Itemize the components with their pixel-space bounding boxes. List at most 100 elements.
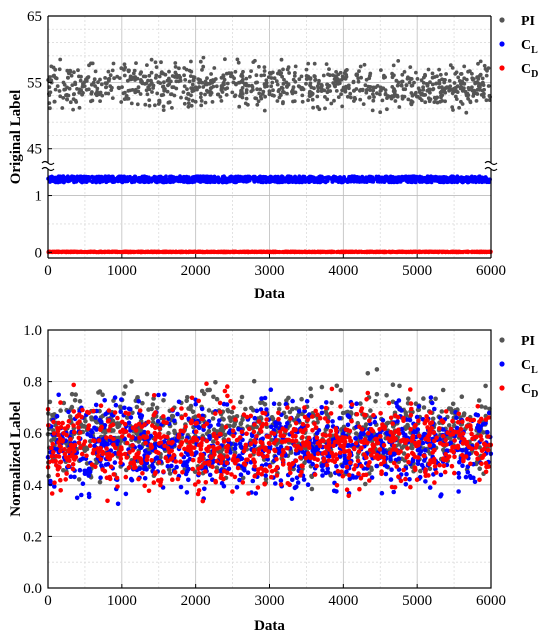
bottom-panel: 0.00.20.40.60.81.00 1000 2000 3000 4000 5000 6… [8,323,538,634]
data-point [324,62,329,66]
data-point [54,413,60,419]
legend-label-main: C [521,62,531,77]
data-point [409,83,414,88]
data-point [213,180,217,185]
data-point [262,69,267,73]
data-point [254,80,258,85]
grid [48,15,491,258]
data-point [435,74,439,79]
data-point [356,76,361,81]
data-point [147,73,152,78]
data-point [482,63,487,68]
data-point [182,66,187,70]
data-point [168,180,173,185]
data-point [384,393,389,398]
data-point [420,440,426,446]
data-point [334,464,339,469]
data-point [110,68,115,73]
legend-label-CD: CD [521,62,538,80]
data-point [143,102,148,107]
data-point [103,81,108,85]
data-point [225,86,230,90]
data-point [227,71,232,75]
data-point [144,81,149,86]
data-point [474,179,479,184]
data-point [359,75,363,80]
data-point [257,64,261,69]
data-point [423,100,428,105]
data-point [135,76,140,81]
data-point [223,250,227,255]
data-point [430,75,435,80]
data-point [179,95,183,100]
data-point [98,99,102,103]
data-point [93,84,97,88]
data-point [238,399,243,405]
x-axis-title: Data [254,286,285,302]
data-point [77,105,82,110]
data-point [313,78,317,82]
data-point [439,89,444,94]
data-point [307,180,312,184]
data-point [81,423,87,429]
data-point [198,95,203,100]
data-point [466,175,470,180]
data-point [156,80,161,85]
data-point [356,79,361,84]
data-point [100,93,105,98]
data-point [419,98,424,103]
data-point [405,76,410,81]
data-point [423,479,428,484]
data-point [433,97,438,101]
data-point [266,250,271,255]
data-point [453,85,458,90]
data-point [162,89,167,93]
data-point [251,60,256,64]
data-point [48,106,52,111]
data-point [244,96,249,101]
data-point [293,90,298,95]
data-point [323,106,327,111]
data-point [228,418,233,424]
data-point [396,250,401,255]
data-point [268,72,273,76]
data-point [58,57,63,62]
data-point [397,383,402,389]
data-point [110,85,114,90]
data-point [444,72,448,76]
data-point [279,180,284,185]
data-point [465,91,470,96]
data-point [409,77,414,81]
data-point [154,405,160,411]
data-point [222,175,227,180]
data-point [324,175,328,180]
data-point [460,177,465,182]
data-point [368,179,372,184]
data-point [81,82,85,86]
data-point [364,90,369,95]
data-point [290,88,295,92]
data-point [371,88,376,93]
data-point [334,89,339,93]
data-point [218,178,223,183]
data-point [347,86,351,91]
data-point [219,84,224,88]
data-point [262,250,266,255]
data-point [481,95,486,99]
data-point [209,72,214,76]
legend-label-main: PI [521,14,535,29]
data-point [452,176,457,181]
data-point [311,105,315,110]
data-point [99,82,104,87]
data-point [198,59,203,64]
data-point [173,65,178,69]
data-point [450,105,455,109]
data-point [49,64,54,69]
data-point [468,100,473,105]
data-point [388,178,393,183]
data-point [77,74,81,79]
data-point [169,79,173,84]
data-point [96,175,101,179]
data-point [385,107,389,112]
data-point [50,249,55,254]
